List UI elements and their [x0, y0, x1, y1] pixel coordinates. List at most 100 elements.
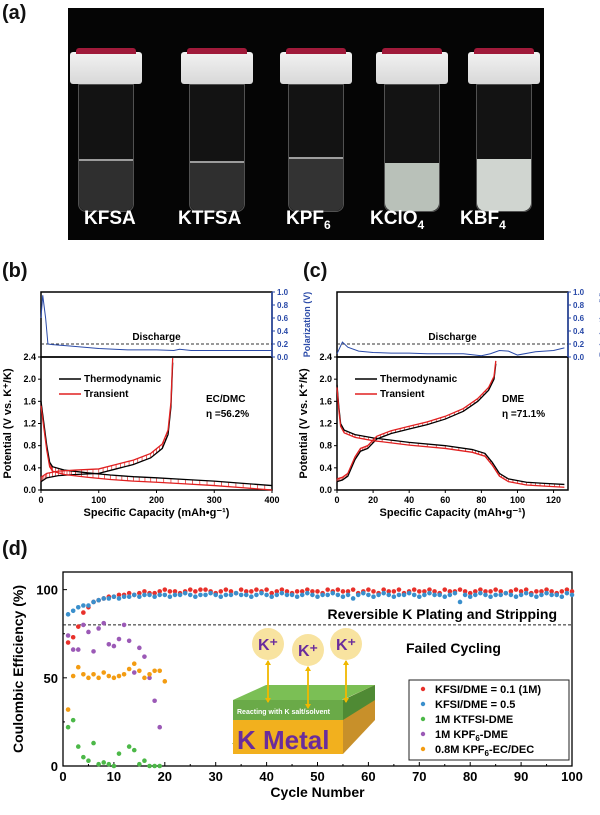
data-point [228, 592, 234, 598]
y-tick-label: 0 [51, 759, 58, 774]
data-point [391, 589, 397, 594]
data-point [137, 590, 142, 596]
x-tick-label: 120 [546, 495, 561, 505]
k-metal-label: K Metal [237, 725, 329, 755]
x-tick-label: 90 [514, 769, 528, 784]
data-point [75, 624, 81, 629]
y-tick-label: 0.8 [23, 441, 36, 451]
legend-label: 0.8M KPF6-EC/DEC [435, 744, 534, 758]
data-point [315, 594, 320, 599]
salt-label: KTFSA [178, 208, 241, 230]
data-point [340, 589, 346, 594]
x-tick-label: 60 [361, 769, 375, 784]
data-point [386, 592, 392, 598]
data-point [513, 594, 519, 599]
efficiency-label: η =56.2% [206, 409, 249, 420]
data-point [391, 594, 397, 599]
data-point [376, 592, 381, 598]
data-point [86, 758, 91, 764]
panel-label-d: (d) [2, 538, 28, 560]
data-point [259, 590, 264, 596]
data-point [162, 679, 168, 684]
data-point [442, 587, 448, 592]
data-point [493, 587, 498, 592]
series-4 [65, 661, 168, 712]
data-point [111, 643, 117, 649]
reaction-layer-label: Reacting with K salt/solvent [237, 709, 331, 716]
data-point [152, 594, 157, 599]
series-2 [65, 717, 163, 769]
legend-label: KFSI/DME = 0.5 [435, 699, 515, 711]
data-point [447, 589, 453, 594]
data-point [187, 592, 193, 598]
data-point [478, 590, 483, 596]
annotation-failed: Failed Cycling [406, 640, 501, 656]
data-point [269, 594, 274, 599]
data-point [320, 592, 325, 598]
data-point [86, 675, 91, 681]
data-point [534, 589, 539, 594]
data-point [121, 671, 127, 677]
data-point [472, 592, 478, 598]
data-point [193, 589, 198, 594]
data-point [111, 594, 117, 599]
y2-tick-label: 0.4 [573, 327, 585, 336]
data-point [65, 707, 71, 712]
thermodynamic-charge-line [336, 363, 497, 483]
data-point [121, 594, 127, 599]
x-tick-label: 60 [440, 495, 450, 505]
data-point [559, 594, 565, 599]
vial-liquid [79, 159, 133, 211]
legend-label: 1M KPF6-DME [435, 729, 508, 743]
x-tick-label: 70 [412, 769, 426, 784]
data-point [274, 592, 280, 598]
data-point [325, 592, 330, 598]
data-point [187, 587, 193, 592]
transient-discharge-line [40, 405, 273, 491]
polarization-frame [336, 291, 569, 358]
data-point [340, 594, 346, 599]
data-point [498, 592, 504, 598]
panel-label-c: (c) [303, 260, 328, 282]
y2-tick-label: 0.0 [277, 353, 289, 362]
data-point [528, 592, 534, 598]
panel-b: Discharge 0.0 0.2 0.4 0.6 0.8 1.0 Polarization … [2, 288, 312, 519]
data-point [223, 592, 229, 598]
data-point [70, 673, 76, 679]
salt-label: KClO4 [370, 208, 424, 232]
data-point [508, 589, 514, 594]
data-point [310, 592, 315, 598]
data-point [96, 675, 101, 681]
transient-charge-line [336, 360, 497, 480]
data-point [294, 589, 300, 594]
salt-label-text: KClO [370, 208, 418, 229]
legend-label-thermodynamic: Thermodynamic [84, 374, 162, 385]
data-point [366, 587, 371, 592]
x-tick-label: 0 [59, 769, 66, 784]
data-point [432, 589, 437, 594]
data-point [483, 592, 488, 598]
x-tick-label: 20 [368, 495, 378, 505]
data-point [172, 592, 178, 598]
legend-label-main: 1M KPF [435, 729, 476, 741]
data-point [243, 589, 249, 594]
data-point [111, 675, 117, 681]
data-point [269, 590, 274, 596]
data-point [203, 592, 208, 598]
data-point [96, 597, 101, 603]
vials-photo: KFSA KTFSA KPF6 KClO4 KBF4 [68, 8, 544, 240]
data-point [65, 612, 71, 617]
data-point [70, 634, 76, 640]
legend-label-suffix: -EC/DEC [489, 744, 534, 756]
data-point [386, 589, 392, 594]
k-metal-block [233, 720, 343, 754]
data-point [142, 758, 147, 764]
vial-glass [78, 84, 134, 212]
data-point [350, 587, 356, 592]
k-ion-label: K⁺ [298, 643, 318, 660]
data-point [299, 592, 305, 598]
data-point [228, 589, 234, 594]
data-point [177, 592, 183, 598]
legend-label-transient: Transient [380, 389, 425, 400]
